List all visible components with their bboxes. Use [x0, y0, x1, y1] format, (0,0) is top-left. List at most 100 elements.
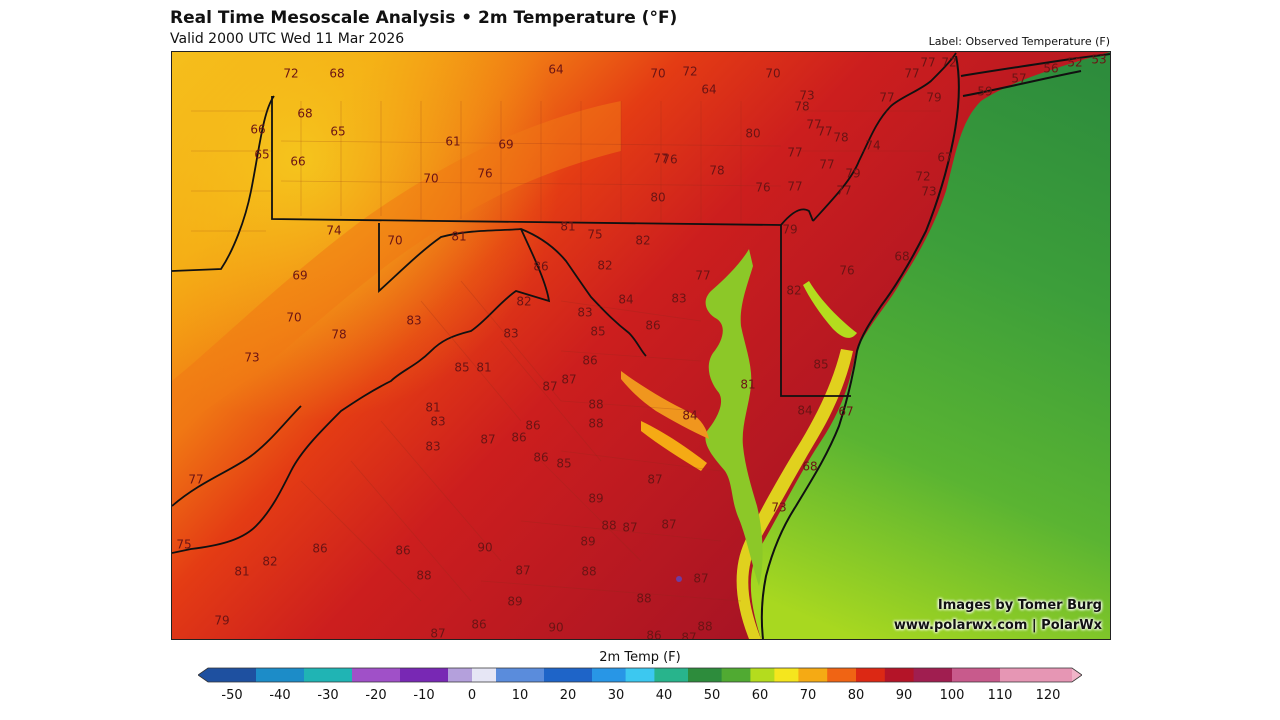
colorbar-segment [750, 668, 775, 682]
rappahannock-river [641, 421, 707, 471]
observation-label: 87 [681, 631, 696, 640]
temperature-map[interactable]: 72 68 64 70 72 64 70 77 77 72 57 56 52 53 59 68 66 65 65 66… [171, 51, 1111, 640]
colorbar-segment [856, 668, 886, 682]
observation-label: 61 [445, 135, 460, 149]
label-note: Label: Observed Temperature (F) [928, 35, 1110, 48]
observation-label: 86 [533, 260, 548, 274]
observation-label: 74 [865, 139, 880, 153]
observation-label: 79 [782, 223, 797, 237]
colorbar-segment [884, 668, 915, 682]
observation-label: 87 [647, 473, 662, 487]
observation-label: 69 [292, 269, 307, 283]
observation-label: 74 [326, 224, 341, 238]
observation-label: 86 [646, 629, 661, 640]
observation-label: 75 [587, 228, 602, 242]
colorbar-tick-label: 110 [987, 688, 1013, 703]
observation-label: 76 [755, 181, 770, 195]
colorbar-ticks: -50 -40 -30 -20 -10 0 10 20 30 40 50 60 70 80 90 100 110… [0, 688, 1280, 708]
observation-label: 82 [635, 234, 650, 248]
observation-label: 64 [548, 63, 563, 77]
observation-label: 59 [977, 85, 992, 99]
observation-label: 72 [283, 67, 298, 81]
observation-label: 53 [1091, 53, 1106, 67]
observation-label: 85 [590, 325, 605, 339]
colorbar-tick-label: 30 [607, 688, 625, 703]
observation-label: 88 [588, 417, 603, 431]
observation-label: 89 [588, 492, 603, 506]
credit-author: Images by Tomer Burg [937, 598, 1102, 613]
valid-time: Valid 2000 UTC Wed 11 Mar 2026 [170, 31, 405, 47]
observation-label: 82 [262, 555, 277, 569]
observation-label: 86 [525, 419, 540, 433]
observation-label: 81 [425, 401, 440, 415]
observation-label: 52 [1067, 56, 1082, 70]
map-title: Real Time Mesoscale Analysis • 2m Temper… [170, 8, 678, 28]
observation-label: 68 [802, 460, 817, 474]
observation-label: 77 [188, 473, 203, 487]
observation-label: 78 [794, 100, 809, 114]
colorbar-tick-label: 60 [751, 688, 769, 703]
observation-label: 79 [214, 614, 229, 628]
observation-label: 83 [425, 440, 440, 454]
colorbar-segment [654, 668, 689, 682]
observation-label: 86 [471, 618, 486, 632]
observation-label: 67 [838, 405, 853, 419]
observation-label: 57 [1011, 72, 1026, 86]
colorbar-tick-label: 120 [1035, 688, 1061, 703]
observation-label: 78 [709, 164, 724, 178]
observation-label: 56 [1043, 62, 1058, 76]
observation-label: 66 [290, 155, 305, 169]
colorbar-segment [913, 668, 953, 682]
colorbar-tick-label: 70 [799, 688, 817, 703]
observation-label: 85 [556, 457, 571, 471]
colorbar-tick-label: -30 [317, 688, 339, 703]
observation-label: 87 [622, 521, 637, 535]
observation-label: 82 [597, 259, 612, 273]
colorbar-segment [472, 668, 497, 682]
colorbar-tick-label: -20 [365, 688, 387, 703]
observation-label: 84 [682, 409, 697, 423]
observation-label: 83 [406, 314, 421, 328]
observation-label: 84 [618, 293, 633, 307]
colorbar [198, 667, 1082, 683]
colorbar-tick-label: 100 [939, 688, 965, 703]
observation-label: 79 [845, 167, 860, 181]
observation-label: 90 [548, 621, 563, 635]
pa-nj-border [812, 52, 957, 222]
credit-website[interactable]: www.polarwx.com | PolarWx [893, 618, 1102, 633]
colorbar-tick-label: 20 [559, 688, 577, 703]
observation-label: 80 [745, 127, 760, 141]
observation-label: 87 [430, 627, 445, 640]
atlantic-ocean [750, 52, 1110, 639]
observation-label: 83 [430, 415, 445, 429]
observation-label: 73 [921, 185, 936, 199]
observation-label: 78 [833, 131, 848, 145]
colorbar-segment [1000, 668, 1073, 682]
observation-label: 88 [697, 620, 712, 634]
observation-label: 80 [650, 191, 665, 205]
observation-label: 73 [771, 501, 786, 515]
observation-label: 88 [416, 569, 431, 583]
observation-label: 86 [533, 451, 548, 465]
observation-label: 72 [682, 65, 697, 79]
colorbar-segment [721, 668, 751, 682]
colorbar-segment [688, 668, 723, 682]
observation-label: 82 [786, 284, 801, 298]
colorbar-low-arrow [198, 668, 208, 682]
colorbar-segment [352, 668, 401, 682]
observation-label: 68 [894, 250, 909, 264]
observation-label: 77 [836, 184, 851, 198]
observation-label: 87 [661, 518, 676, 532]
colorbar-segment [798, 668, 828, 682]
observation-label: 83 [671, 292, 686, 306]
colorbar-outline [198, 667, 1082, 683]
observation-label: 81 [560, 220, 575, 234]
observation-label: 89 [507, 595, 522, 609]
observation-label: 81 [451, 230, 466, 244]
observation-label: 77 [879, 91, 894, 105]
observation-label: 88 [601, 519, 616, 533]
colorbar-segment [496, 668, 545, 682]
colorbar-tick-label: -10 [413, 688, 435, 703]
observation-label: 88 [588, 398, 603, 412]
